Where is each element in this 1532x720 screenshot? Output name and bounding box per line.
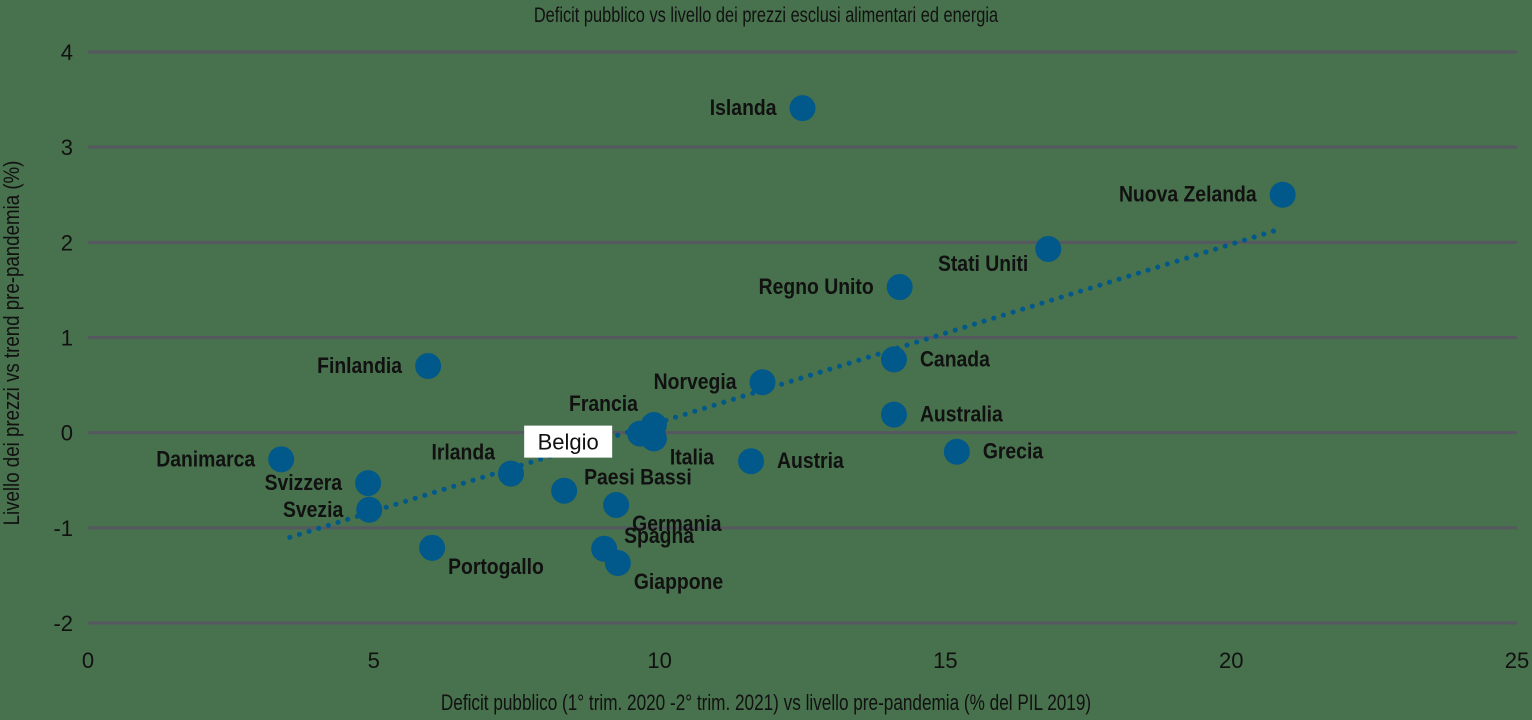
point-label: Norvegia	[654, 370, 737, 394]
point-label: Canada	[920, 347, 990, 371]
y-axis-label: Livello dei prezzi vs trend pre-pandemia…	[0, 160, 24, 526]
point-label: Danimarca	[156, 447, 255, 471]
point-label: Stati Uniti	[938, 252, 1028, 276]
point-label: Islanda	[710, 96, 777, 120]
data-point[interactable]	[749, 369, 776, 396]
data-point[interactable]	[497, 460, 524, 487]
y-tick-label: -1	[53, 516, 73, 541]
point-label: Finlandia	[317, 354, 402, 378]
data-point[interactable]	[880, 401, 907, 428]
data-point[interactable]	[943, 438, 970, 465]
x-tick-label: 5	[368, 648, 380, 673]
data-point[interactable]	[419, 534, 446, 561]
data-point[interactable]	[886, 274, 913, 301]
x-axis-ticks: 0 5 10 15 20 25	[82, 648, 1529, 673]
point-label: Svezia	[283, 498, 344, 522]
data-point[interactable]	[880, 346, 907, 373]
data-point[interactable]	[1269, 181, 1296, 208]
gridlines	[88, 50, 1517, 625]
data-point[interactable]	[356, 496, 383, 523]
data-point[interactable]	[551, 477, 578, 504]
trendline	[287, 227, 1280, 540]
y-tick-label: 0	[61, 421, 73, 446]
data-point[interactable]	[789, 95, 816, 122]
point-label: Svizzera	[265, 471, 343, 495]
data-point[interactable]	[604, 550, 631, 577]
point-label: Regno Unito	[759, 275, 874, 299]
y-tick-label: 4	[61, 40, 73, 65]
point-label: Grecia	[983, 440, 1044, 464]
point-label: Austria	[777, 449, 844, 473]
point-label: Francia	[569, 392, 638, 416]
y-tick-label: -2	[53, 611, 73, 636]
y-axis-ticks: -2 -1 0 1 2 3 4	[53, 40, 73, 636]
data-point[interactable]	[415, 353, 442, 380]
point-label: Germania	[632, 512, 722, 536]
y-tick-label: 2	[61, 230, 73, 255]
trendline-dotted	[287, 227, 1280, 540]
label-highlight-box	[524, 425, 613, 458]
x-tick-label: 15	[933, 648, 957, 673]
point-label: Irlanda	[432, 440, 496, 464]
x-tick-label: 10	[647, 648, 671, 673]
chart-title: Deficit pubblico vs livello dei prezzi e…	[533, 4, 999, 27]
x-tick-label: 25	[1505, 648, 1529, 673]
data-point[interactable]	[268, 446, 295, 473]
x-tick-label: 0	[82, 648, 94, 673]
point-label: Spagna	[624, 524, 694, 548]
data-point[interactable]	[640, 425, 667, 452]
point-label: Giappone	[634, 570, 723, 594]
y-tick-label: 1	[61, 326, 73, 351]
data-point[interactable]	[355, 470, 382, 497]
x-axis-label: Deficit pubblico (1° trim. 2020 -2° trim…	[440, 690, 1092, 715]
point-label: Nuova Zelanda	[1119, 183, 1257, 207]
point-labels: Islanda Nuova Zelanda Stati Uniti Regno Uni…	[156, 96, 1257, 594]
y-tick-label: 3	[61, 135, 73, 160]
data-point[interactable]	[603, 491, 630, 518]
point-label: Paesi Bassi	[584, 466, 692, 490]
data-points	[268, 95, 1296, 577]
point-label: Australia	[920, 402, 1003, 426]
point-label: Italia	[670, 445, 715, 469]
point-label: Portogallo	[448, 555, 544, 579]
point-label: Belgio	[538, 430, 599, 455]
data-point[interactable]	[1035, 235, 1062, 262]
x-tick-label: 20	[1219, 648, 1243, 673]
data-point[interactable]	[738, 448, 765, 475]
